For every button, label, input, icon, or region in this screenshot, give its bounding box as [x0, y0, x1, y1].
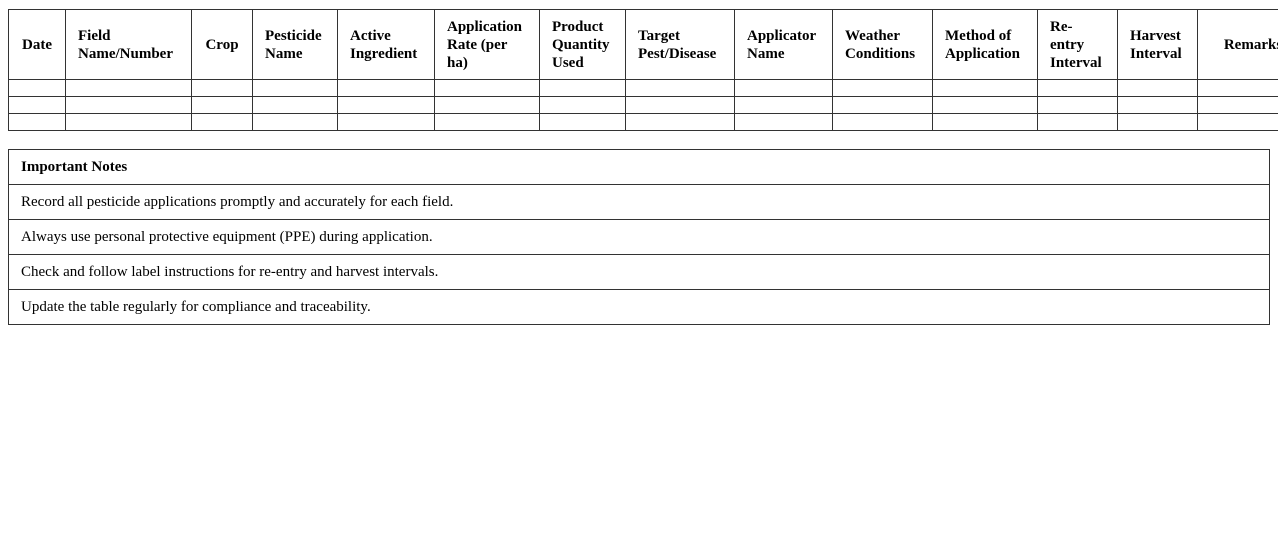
table-cell[interactable]: [1037, 96, 1118, 114]
table-cell[interactable]: [434, 113, 540, 131]
table-cell[interactable]: [1197, 79, 1278, 97]
note-text: Update the table regularly for complianc…: [8, 289, 1270, 325]
note-row: Record all pesticide applications prompt…: [8, 184, 1270, 220]
table-cell[interactable]: [65, 96, 192, 114]
table-cell[interactable]: [434, 79, 540, 97]
table-cell[interactable]: [191, 96, 253, 114]
notes-title: Important Notes: [8, 149, 1270, 185]
table-cell[interactable]: [539, 96, 626, 114]
table-cell[interactable]: [1117, 79, 1198, 97]
table-cell[interactable]: [1037, 113, 1118, 131]
table-cell[interactable]: [734, 96, 833, 114]
column-header: Crop: [191, 9, 253, 80]
table-cell[interactable]: [625, 113, 735, 131]
column-header: Field Name/Number: [65, 9, 192, 80]
table-cell[interactable]: [932, 96, 1038, 114]
table-cell[interactable]: [252, 79, 338, 97]
column-header: Method of Application: [932, 9, 1038, 80]
table-cell[interactable]: [191, 79, 253, 97]
column-header: Date: [8, 9, 66, 80]
note-row: Check and follow label instructions for …: [8, 254, 1270, 290]
table-cell[interactable]: [191, 113, 253, 131]
column-header: Harvest Interval: [1117, 9, 1198, 80]
header-row: Date Field Name/Number Crop Pesticide Name A…: [8, 9, 1278, 80]
table-cell[interactable]: [8, 113, 66, 131]
column-header: Re-entry Interval: [1037, 9, 1118, 80]
note-text: Record all pesticide applications prompt…: [8, 184, 1270, 220]
column-header: Pesticide Name: [252, 9, 338, 80]
table-row: [8, 79, 1278, 97]
table-cell[interactable]: [734, 79, 833, 97]
pesticide-log-table: Date Field Name/Number Crop Pesticide Name A…: [8, 9, 1278, 131]
column-header: Remarks: [1197, 9, 1278, 80]
note-row: Always use personal protective equipment…: [8, 219, 1270, 255]
column-header: Application Rate (per ha): [434, 9, 540, 80]
table-cell[interactable]: [252, 113, 338, 131]
table-cell[interactable]: [832, 113, 933, 131]
table-cell[interactable]: [932, 113, 1038, 131]
table-cell[interactable]: [832, 79, 933, 97]
table-cell[interactable]: [625, 79, 735, 97]
table-cell[interactable]: [337, 96, 435, 114]
table-cell[interactable]: [1117, 96, 1198, 114]
table-cell[interactable]: [932, 79, 1038, 97]
table-cell[interactable]: [434, 96, 540, 114]
table-cell[interactable]: [337, 79, 435, 97]
column-header: Applicator Name: [734, 9, 833, 80]
table-cell[interactable]: [8, 96, 66, 114]
table-cell[interactable]: [8, 79, 66, 97]
table-cell[interactable]: [1197, 113, 1278, 131]
table-cell[interactable]: [625, 96, 735, 114]
table-cell[interactable]: [1117, 113, 1198, 131]
column-header: Weather Conditions: [832, 9, 933, 80]
column-header: Product Quantity Used: [539, 9, 626, 80]
table-cell[interactable]: [539, 113, 626, 131]
table-cell[interactable]: [832, 96, 933, 114]
table-row: [8, 96, 1278, 114]
table-cell[interactable]: [65, 79, 192, 97]
table-cell[interactable]: [1037, 79, 1118, 97]
table-cell[interactable]: [337, 113, 435, 131]
table-row: [8, 113, 1278, 131]
table-cell[interactable]: [1197, 96, 1278, 114]
column-header: Active Ingredient: [337, 9, 435, 80]
table-cell[interactable]: [539, 79, 626, 97]
note-text: Always use personal protective equipment…: [8, 219, 1270, 255]
important-notes-table: Important Notes Record all pesticide app…: [8, 149, 1270, 325]
notes-header-row: Important Notes: [8, 149, 1270, 185]
table-cell[interactable]: [734, 113, 833, 131]
table-cell[interactable]: [252, 96, 338, 114]
note-text: Check and follow label instructions for …: [8, 254, 1270, 290]
column-header: Target Pest/Disease: [625, 9, 735, 80]
table-cell[interactable]: [65, 113, 192, 131]
note-row: Update the table regularly for complianc…: [8, 289, 1270, 325]
